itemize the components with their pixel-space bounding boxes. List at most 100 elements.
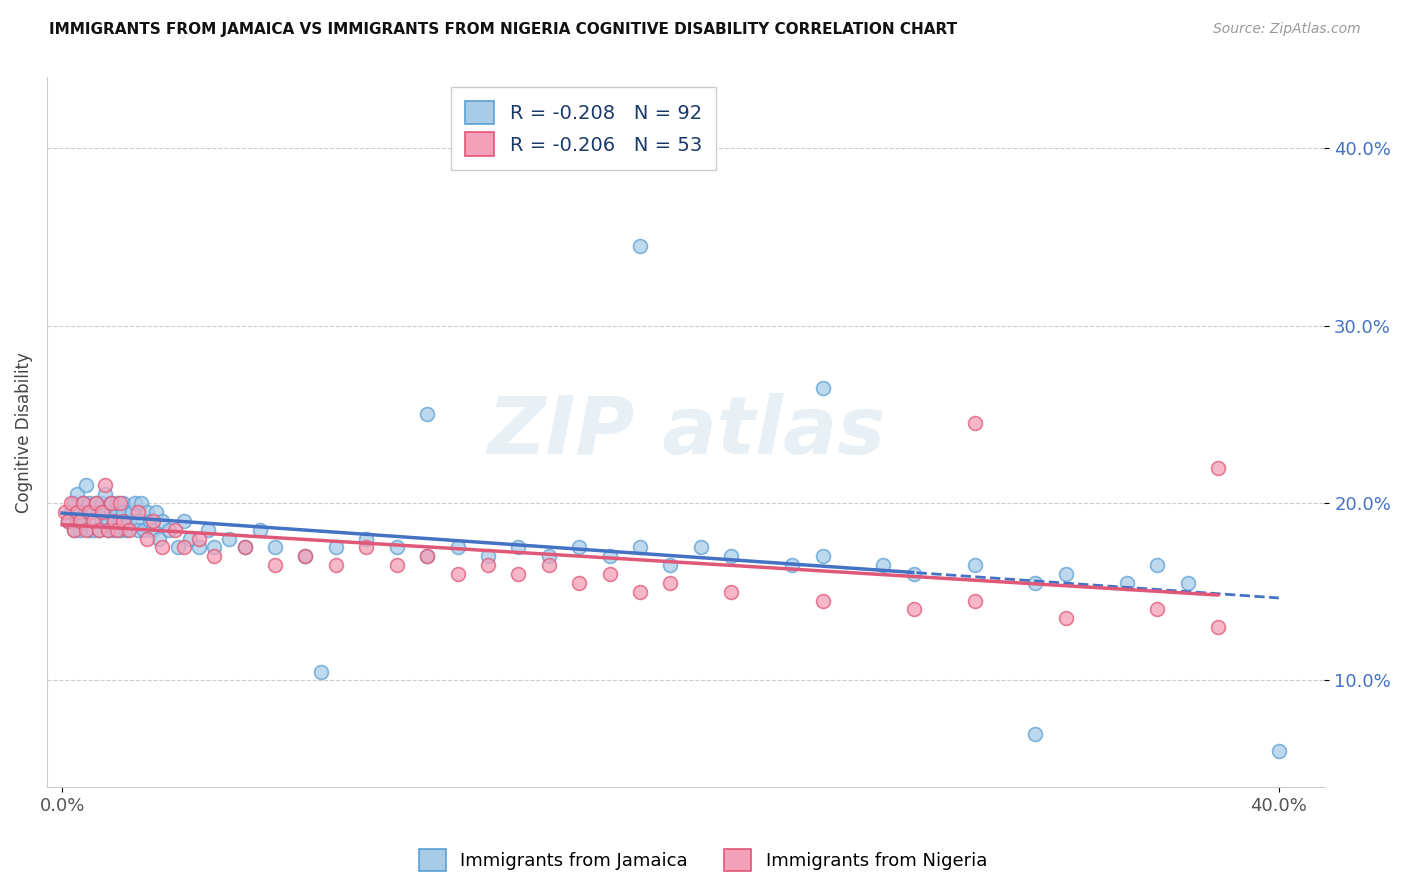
Point xyxy=(294,549,316,564)
Point xyxy=(903,602,925,616)
Point xyxy=(90,496,112,510)
Point xyxy=(599,567,621,582)
Point xyxy=(134,523,156,537)
Point xyxy=(173,541,195,555)
Point xyxy=(508,541,530,555)
Point xyxy=(356,532,378,546)
Point xyxy=(202,549,225,564)
Point xyxy=(93,487,115,501)
Point xyxy=(129,496,152,510)
Point xyxy=(100,496,122,510)
Text: ZIP atlas: ZIP atlas xyxy=(486,393,884,471)
Point xyxy=(53,505,76,519)
Point xyxy=(446,567,468,582)
Point xyxy=(79,523,101,537)
Point xyxy=(1146,558,1168,573)
Point xyxy=(115,523,138,537)
Point xyxy=(69,514,91,528)
Point xyxy=(264,541,287,555)
Point xyxy=(136,532,159,546)
Point xyxy=(249,523,271,537)
Point xyxy=(56,514,79,528)
Point xyxy=(628,239,651,253)
Point xyxy=(72,496,94,510)
Point xyxy=(416,549,439,564)
Point xyxy=(963,593,986,607)
Point xyxy=(82,514,104,528)
Legend: Immigrants from Jamaica, Immigrants from Nigeria: Immigrants from Jamaica, Immigrants from… xyxy=(412,842,994,879)
Point xyxy=(84,496,107,510)
Point xyxy=(659,558,682,573)
Point xyxy=(477,549,499,564)
Point xyxy=(66,514,89,528)
Point xyxy=(163,523,186,537)
Point xyxy=(148,532,170,546)
Point xyxy=(103,514,125,528)
Point xyxy=(1054,611,1077,625)
Point xyxy=(124,496,146,510)
Point xyxy=(66,505,89,519)
Point xyxy=(100,496,122,510)
Point xyxy=(139,514,162,528)
Point xyxy=(69,523,91,537)
Point xyxy=(108,496,131,510)
Point xyxy=(780,558,803,573)
Point xyxy=(103,523,125,537)
Point xyxy=(63,523,86,537)
Point xyxy=(1146,602,1168,616)
Point xyxy=(568,541,591,555)
Point xyxy=(416,408,439,422)
Point xyxy=(477,558,499,573)
Point xyxy=(537,549,560,564)
Point xyxy=(157,523,180,537)
Point xyxy=(75,505,97,519)
Point xyxy=(87,523,110,537)
Point xyxy=(628,541,651,555)
Point xyxy=(84,514,107,528)
Point xyxy=(100,505,122,519)
Point xyxy=(152,514,174,528)
Point xyxy=(1024,575,1046,590)
Point xyxy=(537,558,560,573)
Point xyxy=(127,514,149,528)
Point xyxy=(309,665,332,679)
Point xyxy=(811,381,834,395)
Point xyxy=(188,541,211,555)
Point xyxy=(179,532,201,546)
Point xyxy=(72,496,94,510)
Point xyxy=(1268,744,1291,758)
Point xyxy=(108,514,131,528)
Point xyxy=(56,514,79,528)
Point xyxy=(79,496,101,510)
Point xyxy=(233,541,256,555)
Point xyxy=(72,514,94,528)
Text: IMMIGRANTS FROM JAMAICA VS IMMIGRANTS FROM NIGERIA COGNITIVE DISABILITY CORRELAT: IMMIGRANTS FROM JAMAICA VS IMMIGRANTS FR… xyxy=(49,22,957,37)
Point xyxy=(121,505,143,519)
Point xyxy=(69,505,91,519)
Point xyxy=(105,496,128,510)
Point xyxy=(689,541,711,555)
Point xyxy=(446,541,468,555)
Point xyxy=(152,541,174,555)
Point xyxy=(872,558,894,573)
Point xyxy=(1206,620,1229,634)
Text: Source: ZipAtlas.com: Source: ZipAtlas.com xyxy=(1213,22,1361,37)
Point xyxy=(90,514,112,528)
Point xyxy=(356,541,378,555)
Point xyxy=(294,549,316,564)
Point xyxy=(202,541,225,555)
Point xyxy=(75,478,97,492)
Point xyxy=(325,541,347,555)
Point xyxy=(118,514,141,528)
Point xyxy=(385,558,408,573)
Point xyxy=(97,523,120,537)
Point xyxy=(97,523,120,537)
Point xyxy=(166,541,188,555)
Point xyxy=(82,523,104,537)
Point xyxy=(105,505,128,519)
Point xyxy=(811,549,834,564)
Point xyxy=(105,523,128,537)
Point xyxy=(811,593,834,607)
Point xyxy=(75,523,97,537)
Point xyxy=(111,514,134,528)
